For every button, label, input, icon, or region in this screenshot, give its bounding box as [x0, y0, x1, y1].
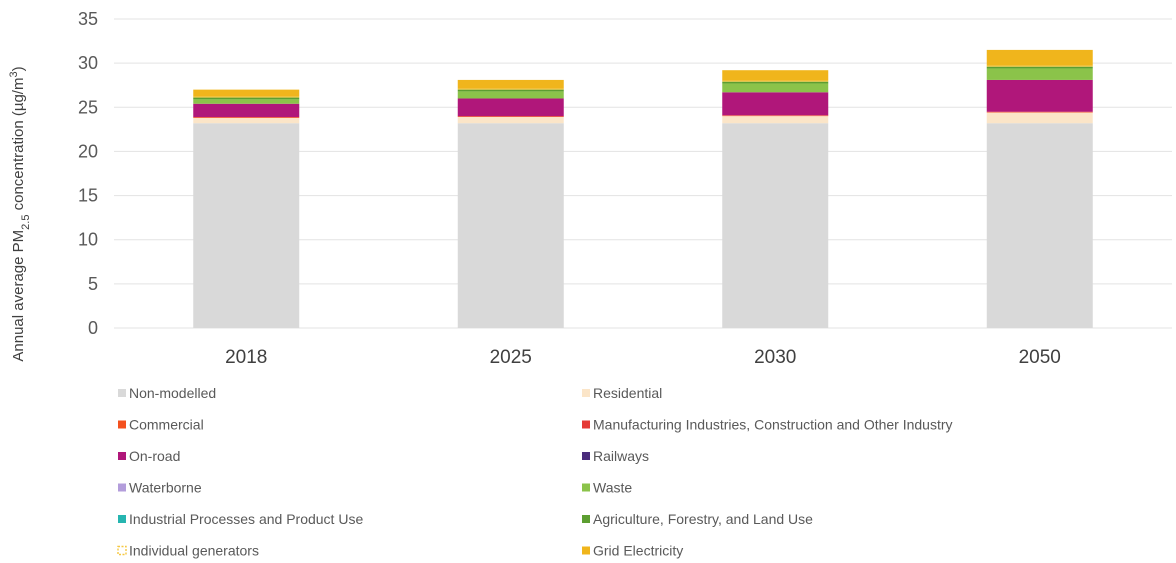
bar-segment-grid-electricity: [986, 49, 1093, 66]
legend-item-grid-electricity: Grid Electricity: [582, 543, 683, 559]
bar-segment-waste: [193, 99, 300, 104]
legend-swatch: [118, 483, 126, 492]
bar-segment-grid-electricity: [457, 79, 564, 89]
y-axis-label: Annual average PM2.5 concentration (µg/m…: [8, 66, 32, 361]
legend-item-commercial: Commercial: [118, 417, 204, 433]
y-axis-title: Annual average PM2.5 concentration (µg/m…: [8, 66, 32, 361]
legend-swatch: [582, 515, 590, 523]
legend-label: On-road: [129, 448, 180, 464]
legend-label: Agriculture, Forestry, and Land Use: [593, 511, 813, 527]
bar-segment-non-modelled: [986, 123, 1093, 328]
legend-swatch: [118, 420, 126, 429]
x-tick-label: 2025: [490, 347, 532, 368]
bar-segment-waste: [722, 83, 829, 93]
legend-label: Residential: [593, 385, 662, 401]
legend-swatch: [582, 389, 590, 397]
legend-label: Commercial: [129, 417, 204, 433]
legend-swatch: [118, 515, 126, 523]
bar-segment-agriculture-forestry-and-land-use: [986, 66, 1093, 69]
bar-segment-on-road: [722, 92, 829, 116]
x-tick-label: 2050: [1019, 347, 1061, 368]
bar-segment-grid-electricity: [193, 89, 300, 97]
bar-segment-individual-generators: [722, 80, 829, 82]
legend-swatch: [582, 452, 590, 460]
bar-segment-residential: [722, 116, 829, 124]
legend-label: Railways: [593, 448, 649, 464]
legend-item-waterborne: Waterborne: [118, 480, 202, 496]
legend-item-waste: Waste: [582, 480, 632, 496]
y-tick-label: 5: [88, 274, 98, 294]
y-tick-label: 35: [78, 9, 98, 29]
bar-segment-on-road: [986, 79, 1093, 112]
legend-item-manufacturing-industries-construction-and-other-industry: Manufacturing Industries, Construction a…: [582, 417, 953, 433]
legend: Non-modelled Residential Commercial Manufac…: [117, 385, 953, 559]
legend-swatch: [117, 545, 127, 556]
y-tick-label: 20: [78, 141, 98, 161]
bar-segment-individual-generators: [457, 88, 564, 90]
y-tick-label: 25: [78, 97, 98, 117]
legend-item-non-modelled: Non-modelled: [118, 385, 216, 401]
legend-label: Grid Electricity: [593, 543, 683, 559]
legend-label: Individual generators: [129, 543, 259, 559]
legend-item-residential: Residential: [582, 385, 662, 401]
bar-segment-non-modelled: [722, 123, 829, 328]
bars: [193, 49, 1093, 328]
legend-label: Manufacturing Industries, Construction a…: [593, 417, 953, 433]
y-tick-label: 0: [88, 318, 98, 338]
y-tick-label: 15: [78, 186, 98, 206]
y-tick-label: 10: [78, 230, 98, 250]
bar-segment-non-modelled: [457, 123, 564, 328]
bar-segment-agriculture-forestry-and-land-use: [193, 97, 300, 100]
legend-label: Waterborne: [129, 480, 202, 496]
bar-segment-non-modelled: [193, 123, 300, 328]
bar-segment-waste: [986, 68, 1093, 80]
x-tick-label: 2030: [754, 347, 796, 368]
legend-swatch: [118, 389, 126, 397]
legend-swatch: [118, 452, 126, 460]
legend-label: Non-modelled: [129, 385, 216, 401]
bar-segment-residential: [457, 116, 564, 124]
legend-item-on-road: On-road: [118, 448, 180, 464]
x-tick-label: 2018: [225, 347, 267, 368]
bar-segment-on-road: [193, 103, 300, 117]
bar-segment-residential: [986, 112, 1093, 124]
legend-item-industrial-processes-and-product-use: Industrial Processes and Product Use: [118, 511, 363, 527]
bar-segment-waste: [457, 91, 564, 99]
legend-item-railways: Railways: [582, 448, 649, 464]
legend-item-individual-generators: Individual generators: [117, 543, 259, 559]
bar-segment-individual-generators: [986, 65, 1093, 67]
bar-segment-on-road: [457, 98, 564, 117]
legend-label: Waste: [593, 480, 632, 496]
bar-segment-grid-electricity: [722, 70, 829, 81]
bar-segment-agriculture-forestry-and-land-use: [457, 89, 564, 92]
legend-swatch: [582, 483, 590, 492]
y-tick-label: 30: [78, 53, 98, 73]
bar-segment-residential: [193, 117, 300, 124]
bar-segment-individual-generators: [193, 96, 300, 98]
legend-item-agriculture-forestry-and-land-use: Agriculture, Forestry, and Land Use: [582, 511, 813, 527]
legend-label: Industrial Processes and Product Use: [129, 511, 363, 527]
legend-swatch: [582, 420, 590, 429]
bar-segment-agriculture-forestry-and-land-use: [722, 81, 829, 84]
legend-swatch: [582, 546, 590, 555]
